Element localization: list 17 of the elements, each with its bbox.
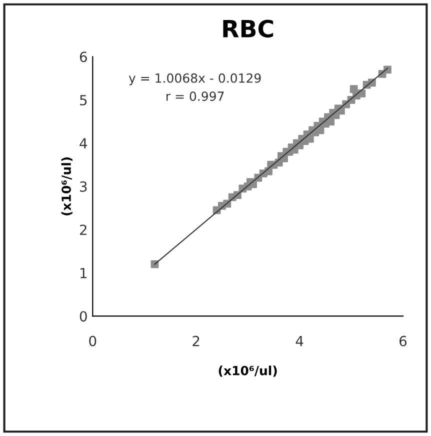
x-tick-label: 4 [296,336,304,346]
y-tick-label: 6 [80,52,87,62]
annotation: r = 0.997 [166,92,224,101]
y-tick-label: 1 [80,268,87,278]
x-tick-label: 6 [400,336,407,346]
x-tick-label: 2 [192,336,200,346]
y-axis-title: (x10⁶/ul) [61,157,72,216]
y-tick-label: 3 [80,181,87,192]
annotation: y = 1.0068x - 0.0129 [128,73,261,86]
point [350,85,358,94]
y-tick-label: 0 [80,311,87,322]
chart-title: RBC [223,20,274,38]
x-tick-label: 0 [89,336,96,346]
y-tick-label: 5 [80,95,87,106]
y-tick-label: 4 [80,138,88,148]
x-axis-title: (x10⁶/ul) [218,366,277,377]
y-tick-label: 2 [80,224,86,235]
